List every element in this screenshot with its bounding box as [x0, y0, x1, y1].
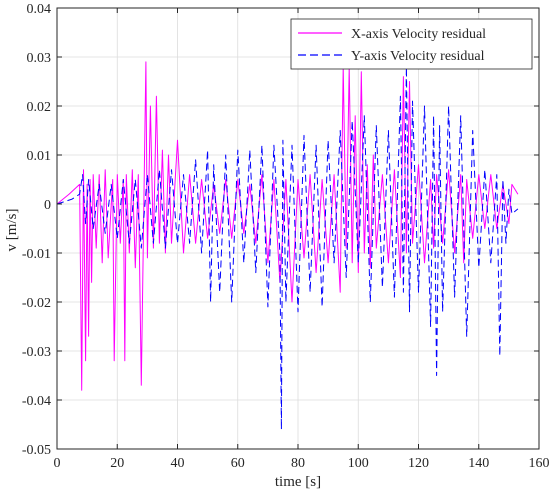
y-axis-label: v [m/s]	[4, 209, 20, 252]
y-tick-label: 0	[44, 198, 51, 213]
x-axis-label: time [s]	[275, 474, 321, 490]
y-tick-label: -0.03	[22, 345, 51, 360]
legend: X-axis Velocity residual Y-axis Velocity…	[290, 18, 533, 70]
x-tick-labels: 0 20 40 60 80 100 120 140 160	[54, 456, 550, 471]
legend-box	[290, 18, 533, 70]
legend-label-x: X-axis Velocity residual	[351, 27, 486, 42]
y-tick-label: 0.01	[27, 149, 52, 164]
y-tick-label: -0.02	[22, 296, 51, 311]
y-tick-label: -0.01	[22, 247, 51, 262]
y-tick-label: 0.02	[27, 100, 52, 115]
x-tick-label: 60	[231, 456, 245, 471]
x-tick-label: 140	[468, 456, 489, 471]
x-tick-label: 0	[54, 456, 61, 471]
y-tick-label: 0.04	[27, 2, 52, 17]
y-tick-label: -0.04	[22, 394, 51, 409]
x-tick-label: 100	[348, 456, 369, 471]
x-tick-label: 120	[408, 456, 429, 471]
x-tick-label: 160	[529, 456, 550, 471]
y-tick-label: -0.05	[22, 443, 51, 458]
series-line-y-axis-velocity-residual	[57, 66, 519, 430]
x-tick-label: 80	[291, 456, 305, 471]
y-tick-label: 0.03	[27, 51, 52, 66]
x-tick-label: 20	[110, 456, 124, 471]
x-tick-label: 40	[171, 456, 185, 471]
series-layer	[57, 61, 519, 430]
y-tick-labels: -0.05 -0.04 -0.03 -0.02 -0.01 0 0.01 0.02 0.03 0.…	[22, 2, 51, 458]
axis-ticks	[56, 7, 540, 450]
legend-label-y: Y-axis Velocity residual	[351, 49, 485, 64]
